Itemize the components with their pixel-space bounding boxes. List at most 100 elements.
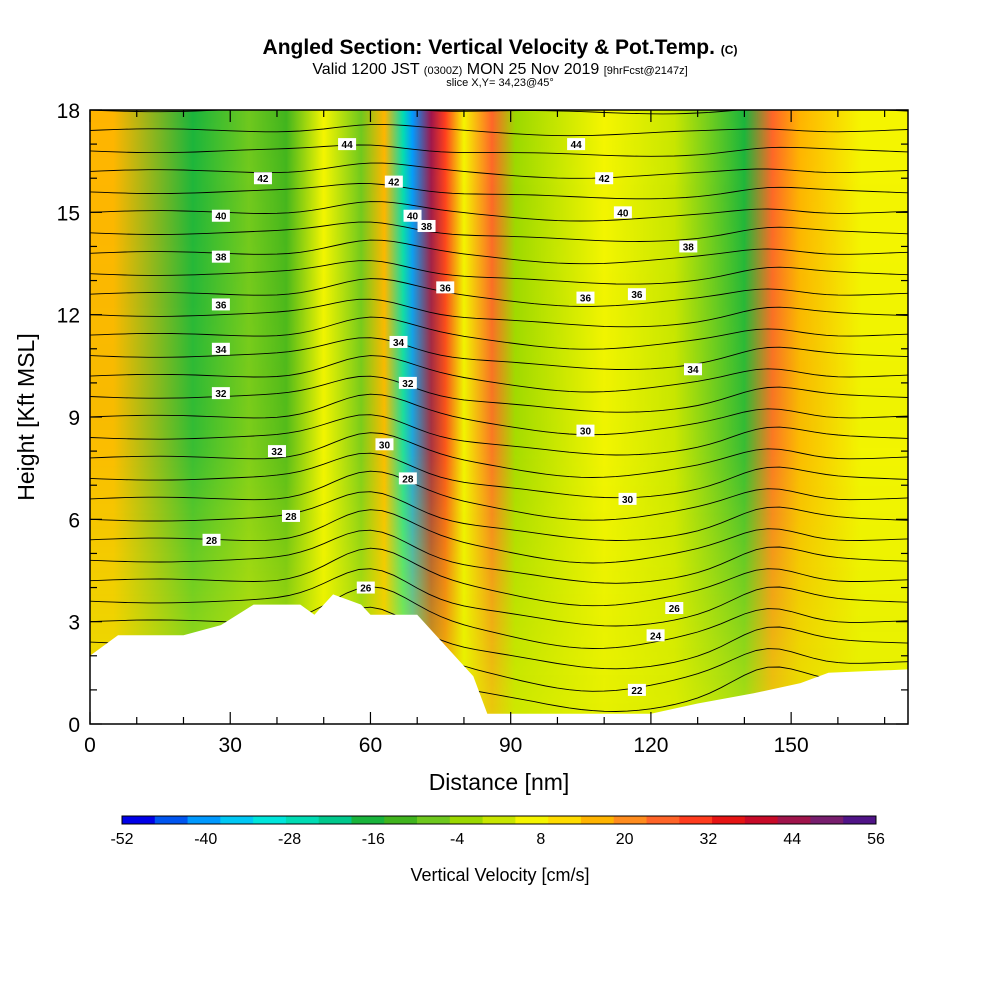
- colorbar-swatch: [679, 816, 713, 824]
- contour-label: 26: [665, 602, 684, 615]
- contour-label: 24: [646, 629, 665, 642]
- contour-label: 28: [398, 472, 417, 485]
- contour-label-text: 26: [360, 584, 372, 595]
- contour-label-text: 42: [257, 174, 269, 185]
- contour-line: [90, 393, 908, 436]
- contour-label-text: 42: [388, 178, 400, 189]
- x-axis-label: Distance [nm]: [429, 769, 570, 795]
- contour-label: 38: [679, 240, 698, 253]
- contour-label: 32: [398, 376, 417, 390]
- contour-label: 30: [375, 438, 394, 451]
- contour-label-text: 34: [687, 365, 699, 376]
- contour-label: 32: [267, 445, 286, 458]
- colorbar-swatch: [810, 816, 844, 824]
- colorbar: [121, 815, 877, 825]
- contour-label: 36: [576, 291, 595, 305]
- colorbar-swatch: [187, 816, 221, 824]
- colorbar-swatch: [646, 816, 680, 824]
- contour-label-text: 32: [402, 379, 414, 390]
- contour-label: 40: [403, 209, 422, 223]
- colorbar-tick: -52: [110, 831, 133, 848]
- contour-label-text: 36: [440, 283, 452, 294]
- contour-label-text: 32: [271, 447, 283, 458]
- colorbar-swatch: [548, 816, 582, 824]
- colorbar-tick: -28: [278, 831, 301, 848]
- contour-label-text: 24: [650, 631, 662, 642]
- contour-label-text: 32: [215, 389, 227, 400]
- contour-label: 34: [389, 335, 408, 349]
- contour-line: [90, 162, 908, 179]
- chart-title: Angled Section: Vertical Velocity & Pot.…: [262, 36, 738, 59]
- contour-line: [90, 432, 908, 478]
- contour-label-text: 40: [215, 212, 227, 223]
- contour-label: 38: [417, 219, 436, 233]
- contour-label: 22: [627, 683, 646, 697]
- contour-label-text: 38: [683, 242, 695, 253]
- contour-line: [90, 110, 908, 115]
- contour-line: [90, 260, 908, 285]
- contour-label-text: 28: [206, 536, 218, 547]
- contour-label-text: 38: [215, 253, 227, 264]
- x-tick-label: 120: [633, 734, 668, 757]
- contour-label: 34: [683, 363, 702, 376]
- y-tick-label: 3: [68, 612, 80, 635]
- contour-line: [90, 509, 908, 564]
- colorbar-swatch: [515, 816, 549, 824]
- valid-time-subtitle: Valid 1200 JST (0300Z) MON 25 Nov 2019 […: [312, 61, 688, 78]
- contour-label-text: 28: [285, 512, 297, 523]
- pot-temp-labels: 22 24 26 26 28 28 28 30 30 30 32 32 32 34 34 34 36 36 36 36…: [202, 138, 702, 697]
- slice-info: slice X,Y= 34,23@45°: [446, 77, 554, 89]
- copyright-mark: (C): [720, 43, 738, 57]
- contour-line: [90, 452, 908, 499]
- colorbar-swatch: [384, 816, 418, 824]
- colorbar-tick: -4: [450, 831, 464, 848]
- contour-label: 26: [356, 581, 375, 595]
- x-axis-tick-labels: 0 30 60 90 120 150: [84, 734, 809, 757]
- contour-label-text: 30: [580, 427, 592, 438]
- contour-line: [90, 568, 908, 627]
- y-tick-label: 15: [57, 202, 80, 225]
- contour-label-text: 28: [402, 474, 414, 485]
- contour-label-text: 40: [407, 212, 419, 223]
- contour-label: 28: [281, 509, 300, 523]
- x-tick-label: 0: [84, 734, 96, 757]
- terrain-mask: [90, 594, 908, 724]
- contour-line: [90, 278, 908, 307]
- contour-label-text: 30: [622, 495, 634, 506]
- colorbar-swatch: [744, 816, 779, 824]
- contour-label: 32: [211, 387, 230, 400]
- colorbar-swatch: [318, 816, 352, 824]
- colorbar-swatch: [351, 816, 385, 824]
- contour-label: 42: [595, 172, 614, 185]
- contour-label: 44: [567, 138, 586, 151]
- x-tick-label: 90: [499, 734, 522, 757]
- colorbar-label: Vertical Velocity [cm/s]: [410, 865, 589, 885]
- colorbar-swatch: [449, 816, 484, 824]
- colorbar-swatch: [253, 816, 287, 824]
- contour-line: [90, 414, 908, 456]
- contour-label: 30: [576, 424, 595, 438]
- contour-label-text: 44: [342, 140, 354, 151]
- y-axis-tick-labels: 0 3 6 9 12 15 18: [57, 100, 80, 737]
- contour-line: [90, 547, 908, 607]
- y-tick-label: 18: [57, 100, 80, 123]
- colorbar-swatch: [122, 816, 156, 824]
- colorbar-tick: 20: [616, 831, 634, 848]
- contour-label: 42: [384, 175, 403, 189]
- colorbar-tick-labels: -52 -40 -28 -16 -4 8 20 32 44 56: [110, 831, 885, 848]
- contour-label-text: 44: [571, 140, 583, 151]
- contour-label: 36: [627, 288, 646, 301]
- colorbar-swatch: [482, 816, 516, 824]
- contour-line: [90, 337, 908, 370]
- y-tick-label: 9: [68, 407, 80, 430]
- plot-area: 22 24 26 26 28 28 28 30 30 30 32 32 32 34 34 34 36 36 36 36…: [90, 110, 908, 724]
- colorbar-tick: 56: [867, 831, 885, 848]
- contour-line: [90, 491, 908, 541]
- contour-label-text: 36: [215, 300, 227, 311]
- contour-line: [90, 221, 908, 242]
- colorbar-swatch: [417, 816, 451, 824]
- contour-line: [90, 298, 908, 328]
- contour-line: [90, 316, 908, 350]
- contour-label: 40: [613, 206, 632, 219]
- colorbar-tick: 44: [783, 831, 801, 848]
